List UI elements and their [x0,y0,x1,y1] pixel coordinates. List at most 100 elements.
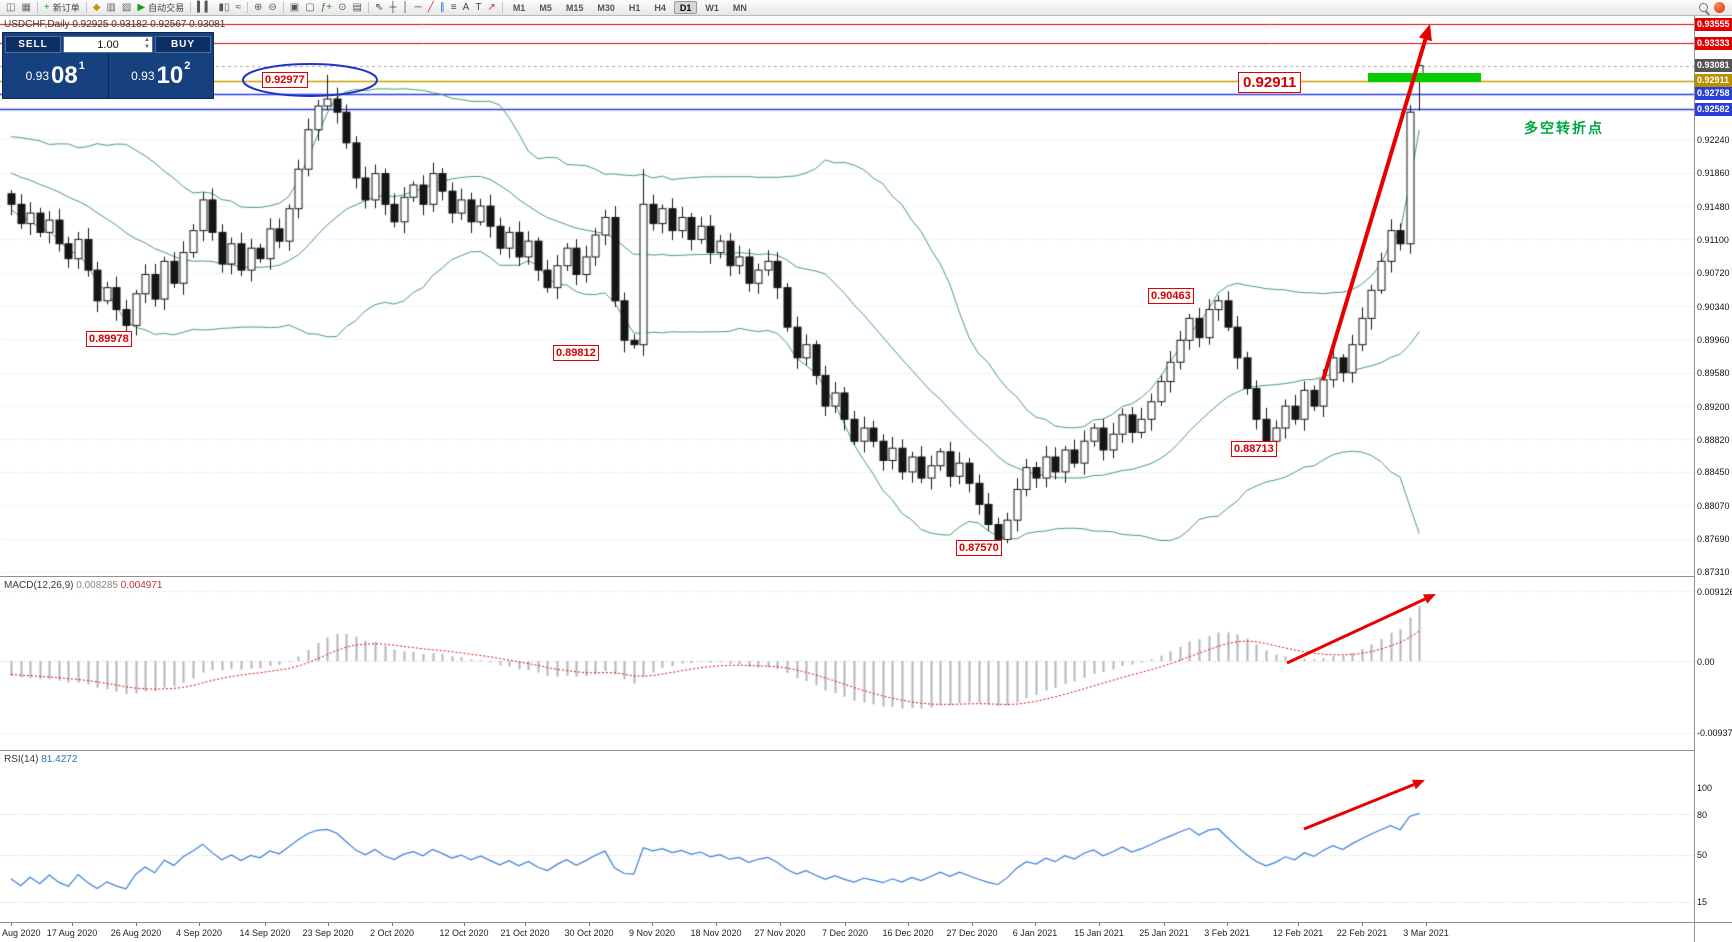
time-axis-label: 21 Oct 2020 [500,928,550,938]
price-marker: 0.92911 [1695,74,1732,87]
panel-splitter[interactable] [0,750,1732,751]
time-tick [72,923,73,926]
price-axis-label: 0.88070 [1697,500,1730,511]
time-axis-label: 2 Oct 2020 [369,928,415,938]
toolbar-separator [85,2,87,13]
profiles-button[interactable]: ▦ [18,1,33,15]
tile-windows-button[interactable]: ▣ [287,1,302,15]
bar-chart-type-icon: ▍▍ [197,1,213,13]
candle-chart-type-button[interactable]: ▮▯ [215,1,232,15]
zoom-in-button[interactable]: ⊕ [251,1,265,15]
indicators-icon: ƒ+ [320,1,333,13]
price-marker: 0.92582 [1695,102,1732,116]
price-axis-label: 0.91100 [1697,234,1729,245]
arrows-tool-button[interactable]: ↗ [484,1,498,15]
volume-input[interactable]: 1.00 ▲ ▼ [63,36,153,53]
autotrade-button[interactable]: ▶ 自动交易 [134,1,187,15]
horizontal-line-tool-button[interactable]: ─ [412,1,425,15]
rsi-axis-label: 80 [1697,809,1708,820]
new-chart-button[interactable]: ◫ [3,1,18,15]
price-axis-label: 0.89200 [1697,401,1730,412]
crosshair-tool-button[interactable]: ┼ [386,1,399,15]
time-axis-label: 3 Mar 2021 [1403,928,1449,938]
channel-tool-icon: ∥ [439,1,445,13]
timeframe-m1[interactable]: M1 [512,3,526,13]
indicators-button[interactable]: ƒ+ [318,1,335,15]
rsi-canvas[interactable] [0,751,1694,922]
time-tick [11,923,12,926]
timeframe-h4[interactable]: H4 [654,3,666,13]
new-order-button[interactable]: + 新订单 [41,1,83,15]
bar-chart-type-button[interactable]: ▍▍ [194,1,215,15]
price-axis[interactable]: 0.92240 0.91860 0.91480 0.91100 0.90720 0.903… [1694,16,1732,922]
timeframe-m30[interactable]: M30 [597,3,615,13]
navigator-button[interactable]: ▧ [119,1,134,15]
sell-button[interactable]: SELL [5,36,61,53]
price-axis-label: 0.89960 [1697,334,1730,345]
channel-tool-button[interactable]: ∥ [437,1,448,15]
cursor-tool-button[interactable]: ⇖ [372,1,386,15]
crosshair-tool-icon: ┼ [389,1,397,13]
vertical-line-tool-button[interactable]: │ [399,1,411,15]
price-marker: 0.92758 [1695,87,1732,101]
spin-up-icon[interactable]: ▲ [144,37,150,43]
metaeditor-button[interactable]: ◆ [90,1,104,15]
panel-splitter[interactable] [0,576,1732,577]
text-tool-button[interactable]: A [460,1,473,15]
line-chart-type-button[interactable]: ≈ [233,1,245,15]
toolbar-separator [36,2,38,13]
price-chart-canvas[interactable] [0,16,1694,577]
macd-axis-label: -0.009378 [1697,728,1732,739]
buy-price-button[interactable]: 0.93 10 2 [109,54,214,98]
turning-point-note: 多空转折点 [1524,120,1604,136]
time-tick [845,923,846,926]
timeframe-mn[interactable]: MN [732,3,747,13]
time-tick [780,923,781,926]
volume-spinner[interactable]: ▲ ▼ [144,37,150,51]
macd-header: MACD(12,26,9) 0.008285 0.004971 [4,580,162,591]
time-axis-label: 27 Nov 2020 [754,928,806,938]
timeframe-d1[interactable]: D1 [673,1,698,14]
price-tag: 0.87570 [956,540,1002,556]
timeframe-h1[interactable]: H1 [628,3,641,13]
sell-price-pipette: 1 [78,60,85,72]
buy-button[interactable]: BUY [155,36,211,53]
timeframe-m15[interactable]: M15 [565,3,584,13]
time-tick [652,923,653,926]
price-axis-label: 0.92240 [1697,134,1730,145]
one-click-trading-panel: SELL 1.00 ▲ ▼ BUY 0.93 08 1 0.93 10 2 [2,32,214,99]
cascade-windows-button[interactable]: ▢ [302,1,317,15]
templates-button[interactable]: ▤ [349,1,364,15]
navigator-icon: ▧ [121,1,132,13]
time-axis[interactable]: Aug 2020 17 Aug 2020 26 Aug 2020 4 Sep 2020… [0,922,1694,942]
timeframe-w1[interactable]: W1 [705,3,719,13]
sell-price-button[interactable]: 0.93 08 1 [3,54,109,98]
buy-price-pipette: 2 [184,60,191,72]
fibonacci-tool-button[interactable]: ≡ [448,1,460,15]
time-tick [1227,923,1228,926]
chart-ohlc-header: USDCHF,Daily 0.92925 0.93182 0.92567 0.9… [4,19,226,30]
timeframe-m5[interactable]: M5 [539,3,552,13]
periods-button[interactable]: ⊙ [335,1,349,15]
time-axis-label: 22 Feb 2021 [1336,928,1388,938]
new-order-icon: + [43,1,50,13]
time-tick [908,923,909,926]
time-axis-label: 23 Sep 2020 [302,928,354,938]
market-watch-button[interactable]: ▥ [103,1,118,15]
cascade-windows-icon: ▢ [305,1,315,13]
price-tag: 0.89978 [86,331,132,347]
buy-price-prefix: 0.93 [131,69,155,83]
label-tool-button[interactable]: T [472,1,484,15]
horizontal-line-tool-icon: ─ [414,1,422,13]
notification-icon[interactable] [1714,2,1725,13]
price-marker: 0.93555 [1695,17,1732,31]
time-tick [589,923,590,926]
time-tick [1362,923,1363,926]
search-icon[interactable] [1699,3,1708,12]
zoom-out-button[interactable]: ⊖ [265,1,279,15]
trendline-tool-button[interactable]: ╱ [425,1,437,15]
price-axis-label: 0.88820 [1697,434,1730,445]
macd-canvas[interactable] [0,577,1694,751]
spin-down-icon[interactable]: ▼ [144,44,150,50]
price-tag: 0.90463 [1148,288,1194,304]
